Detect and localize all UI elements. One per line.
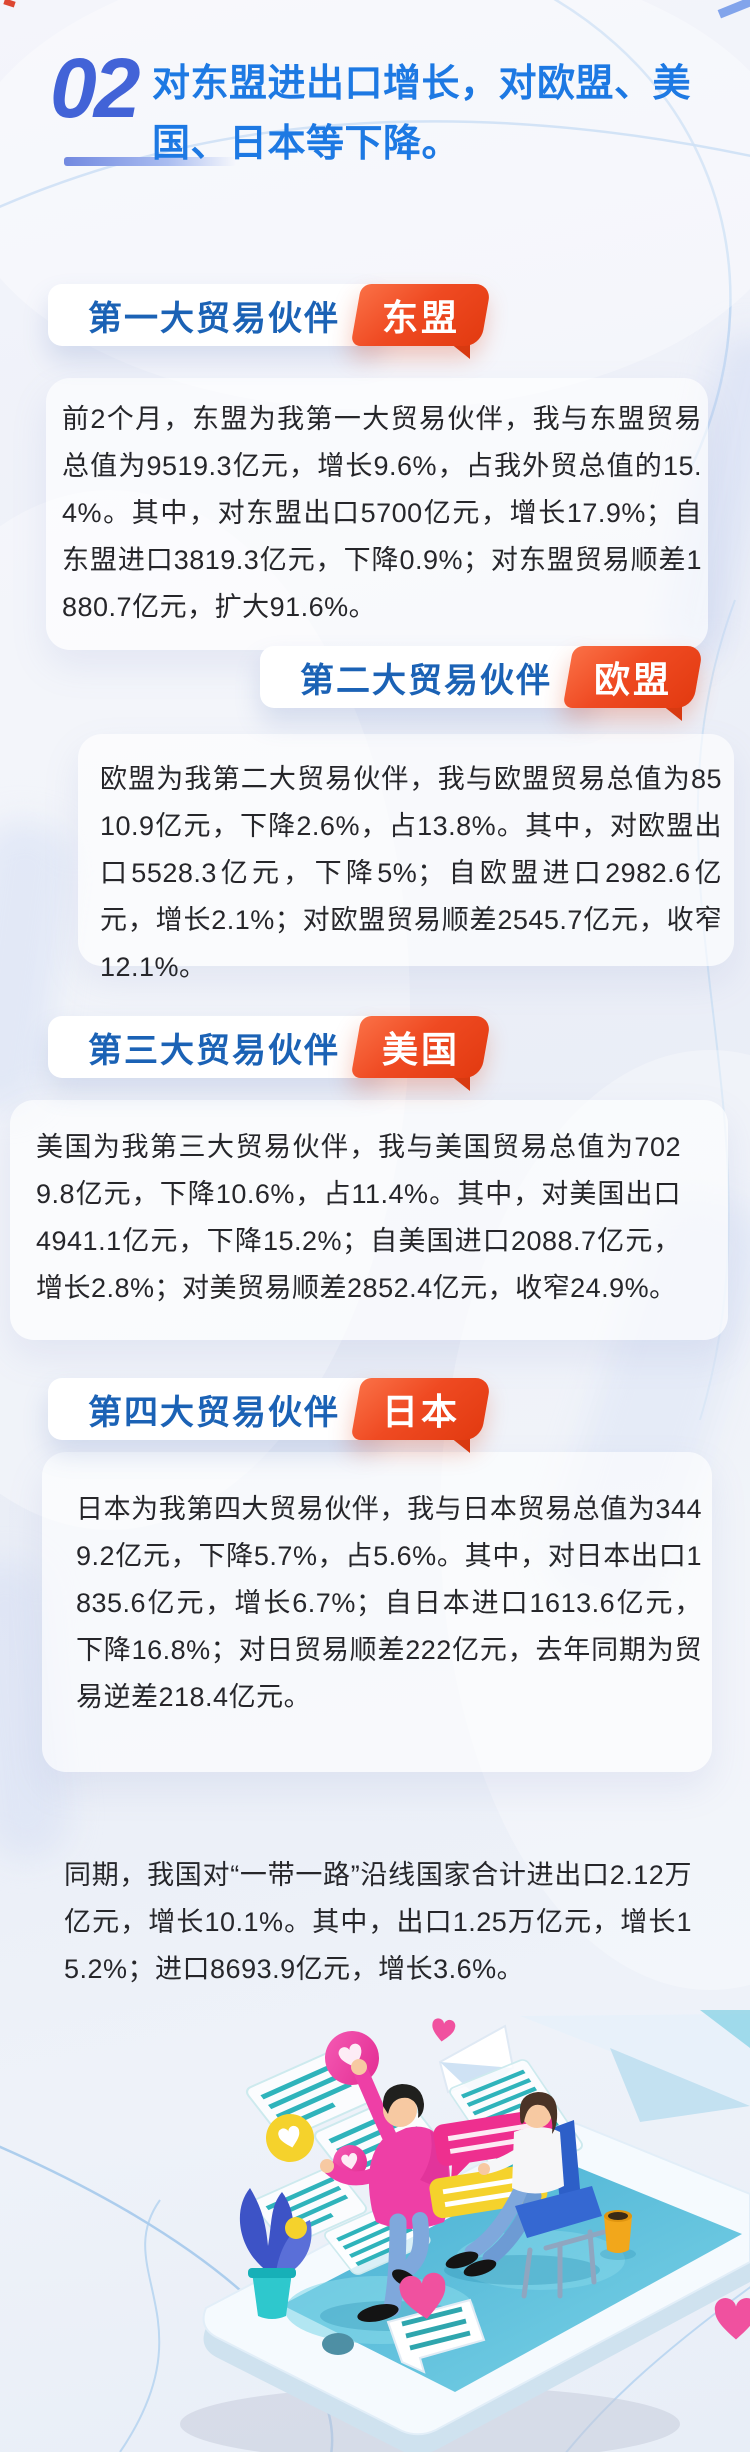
section-header-eu: 第二大贸易伙伴 欧盟 bbox=[260, 646, 704, 721]
rank-label: 第四大贸易伙伴 bbox=[88, 1393, 340, 1432]
partner-tag: 欧盟 bbox=[562, 646, 704, 708]
section-header-us: 第三大贸易伙伴 美国 bbox=[48, 1016, 492, 1091]
section-card bbox=[10, 1100, 728, 1340]
tag-tail bbox=[450, 1075, 471, 1091]
section-header-japan: 第四大贸易伙伴 日本 bbox=[48, 1378, 492, 1453]
partner-name: 日本 bbox=[382, 1391, 461, 1432]
tag-tail bbox=[450, 1437, 471, 1453]
coffee-cup-icon bbox=[600, 2210, 636, 2260]
document-with-heart bbox=[386, 2271, 486, 2374]
partner-name: 欧盟 bbox=[594, 659, 673, 700]
rank-pill: 第三大贸易伙伴 bbox=[48, 1016, 382, 1078]
tag-tail bbox=[450, 343, 471, 359]
potted-plant-icon bbox=[239, 2188, 312, 2319]
number-underline bbox=[64, 157, 236, 166]
rank-label: 第一大贸易伙伴 bbox=[88, 299, 340, 338]
man-presenter bbox=[320, 2059, 460, 2331]
bottom-illustration bbox=[180, 2010, 750, 2452]
rank-pill: 第四大贸易伙伴 bbox=[48, 1378, 382, 1440]
partner-tag: 美国 bbox=[350, 1016, 492, 1078]
rank-pill: 第一大贸易伙伴 bbox=[48, 284, 382, 346]
section-card bbox=[46, 378, 708, 650]
partner-tag: 东盟 bbox=[350, 284, 492, 346]
partner-name: 美国 bbox=[382, 1029, 461, 1070]
rank-label: 第三大贸易伙伴 bbox=[88, 1031, 340, 1070]
section-card bbox=[42, 1452, 712, 1772]
section-card bbox=[78, 734, 734, 966]
section-body-asean: 前2个月，东盟为我第一大贸易伙伴，我与东盟贸易总值为9519.3亿元，增长9.6… bbox=[62, 404, 702, 622]
section-body-japan: 日本为我第四大贸易伙伴，我与日本贸易总值为3449.2亿元，下降5.7%，占5.… bbox=[76, 1494, 702, 1712]
home-button bbox=[322, 2333, 354, 2355]
rank-label: 第二大贸易伙伴 bbox=[300, 661, 552, 700]
section-body-us: 美国为我第三大贸易伙伴，我与美国贸易总值为7029.8亿元，下降10.6%，占1… bbox=[36, 1132, 681, 1303]
belt-and-road-paragraph: 同期，我国对“一带一路”沿线国家合计进出口2.12万亿元，增长10.1%。其中，… bbox=[64, 1860, 692, 1984]
tag-tail bbox=[662, 705, 683, 721]
section-number: 02 bbox=[50, 41, 140, 135]
section-header-asean: 第一大贸易伙伴 东盟 bbox=[48, 284, 492, 359]
paper-plane-decor bbox=[438, 2010, 750, 2122]
rank-pill: 第二大贸易伙伴 bbox=[260, 646, 594, 708]
page-title: 对东盟进出口增长，对欧盟、美国、日本等下降。 bbox=[152, 63, 692, 165]
section-body-eu: 欧盟为我第二大贸易伙伴，我与欧盟贸易总值为8510.9亿元，下降2.6%，占13… bbox=[100, 764, 722, 982]
partner-name: 东盟 bbox=[382, 297, 461, 338]
woman-on-chair bbox=[444, 2092, 607, 2299]
partner-tag: 日本 bbox=[350, 1378, 492, 1440]
